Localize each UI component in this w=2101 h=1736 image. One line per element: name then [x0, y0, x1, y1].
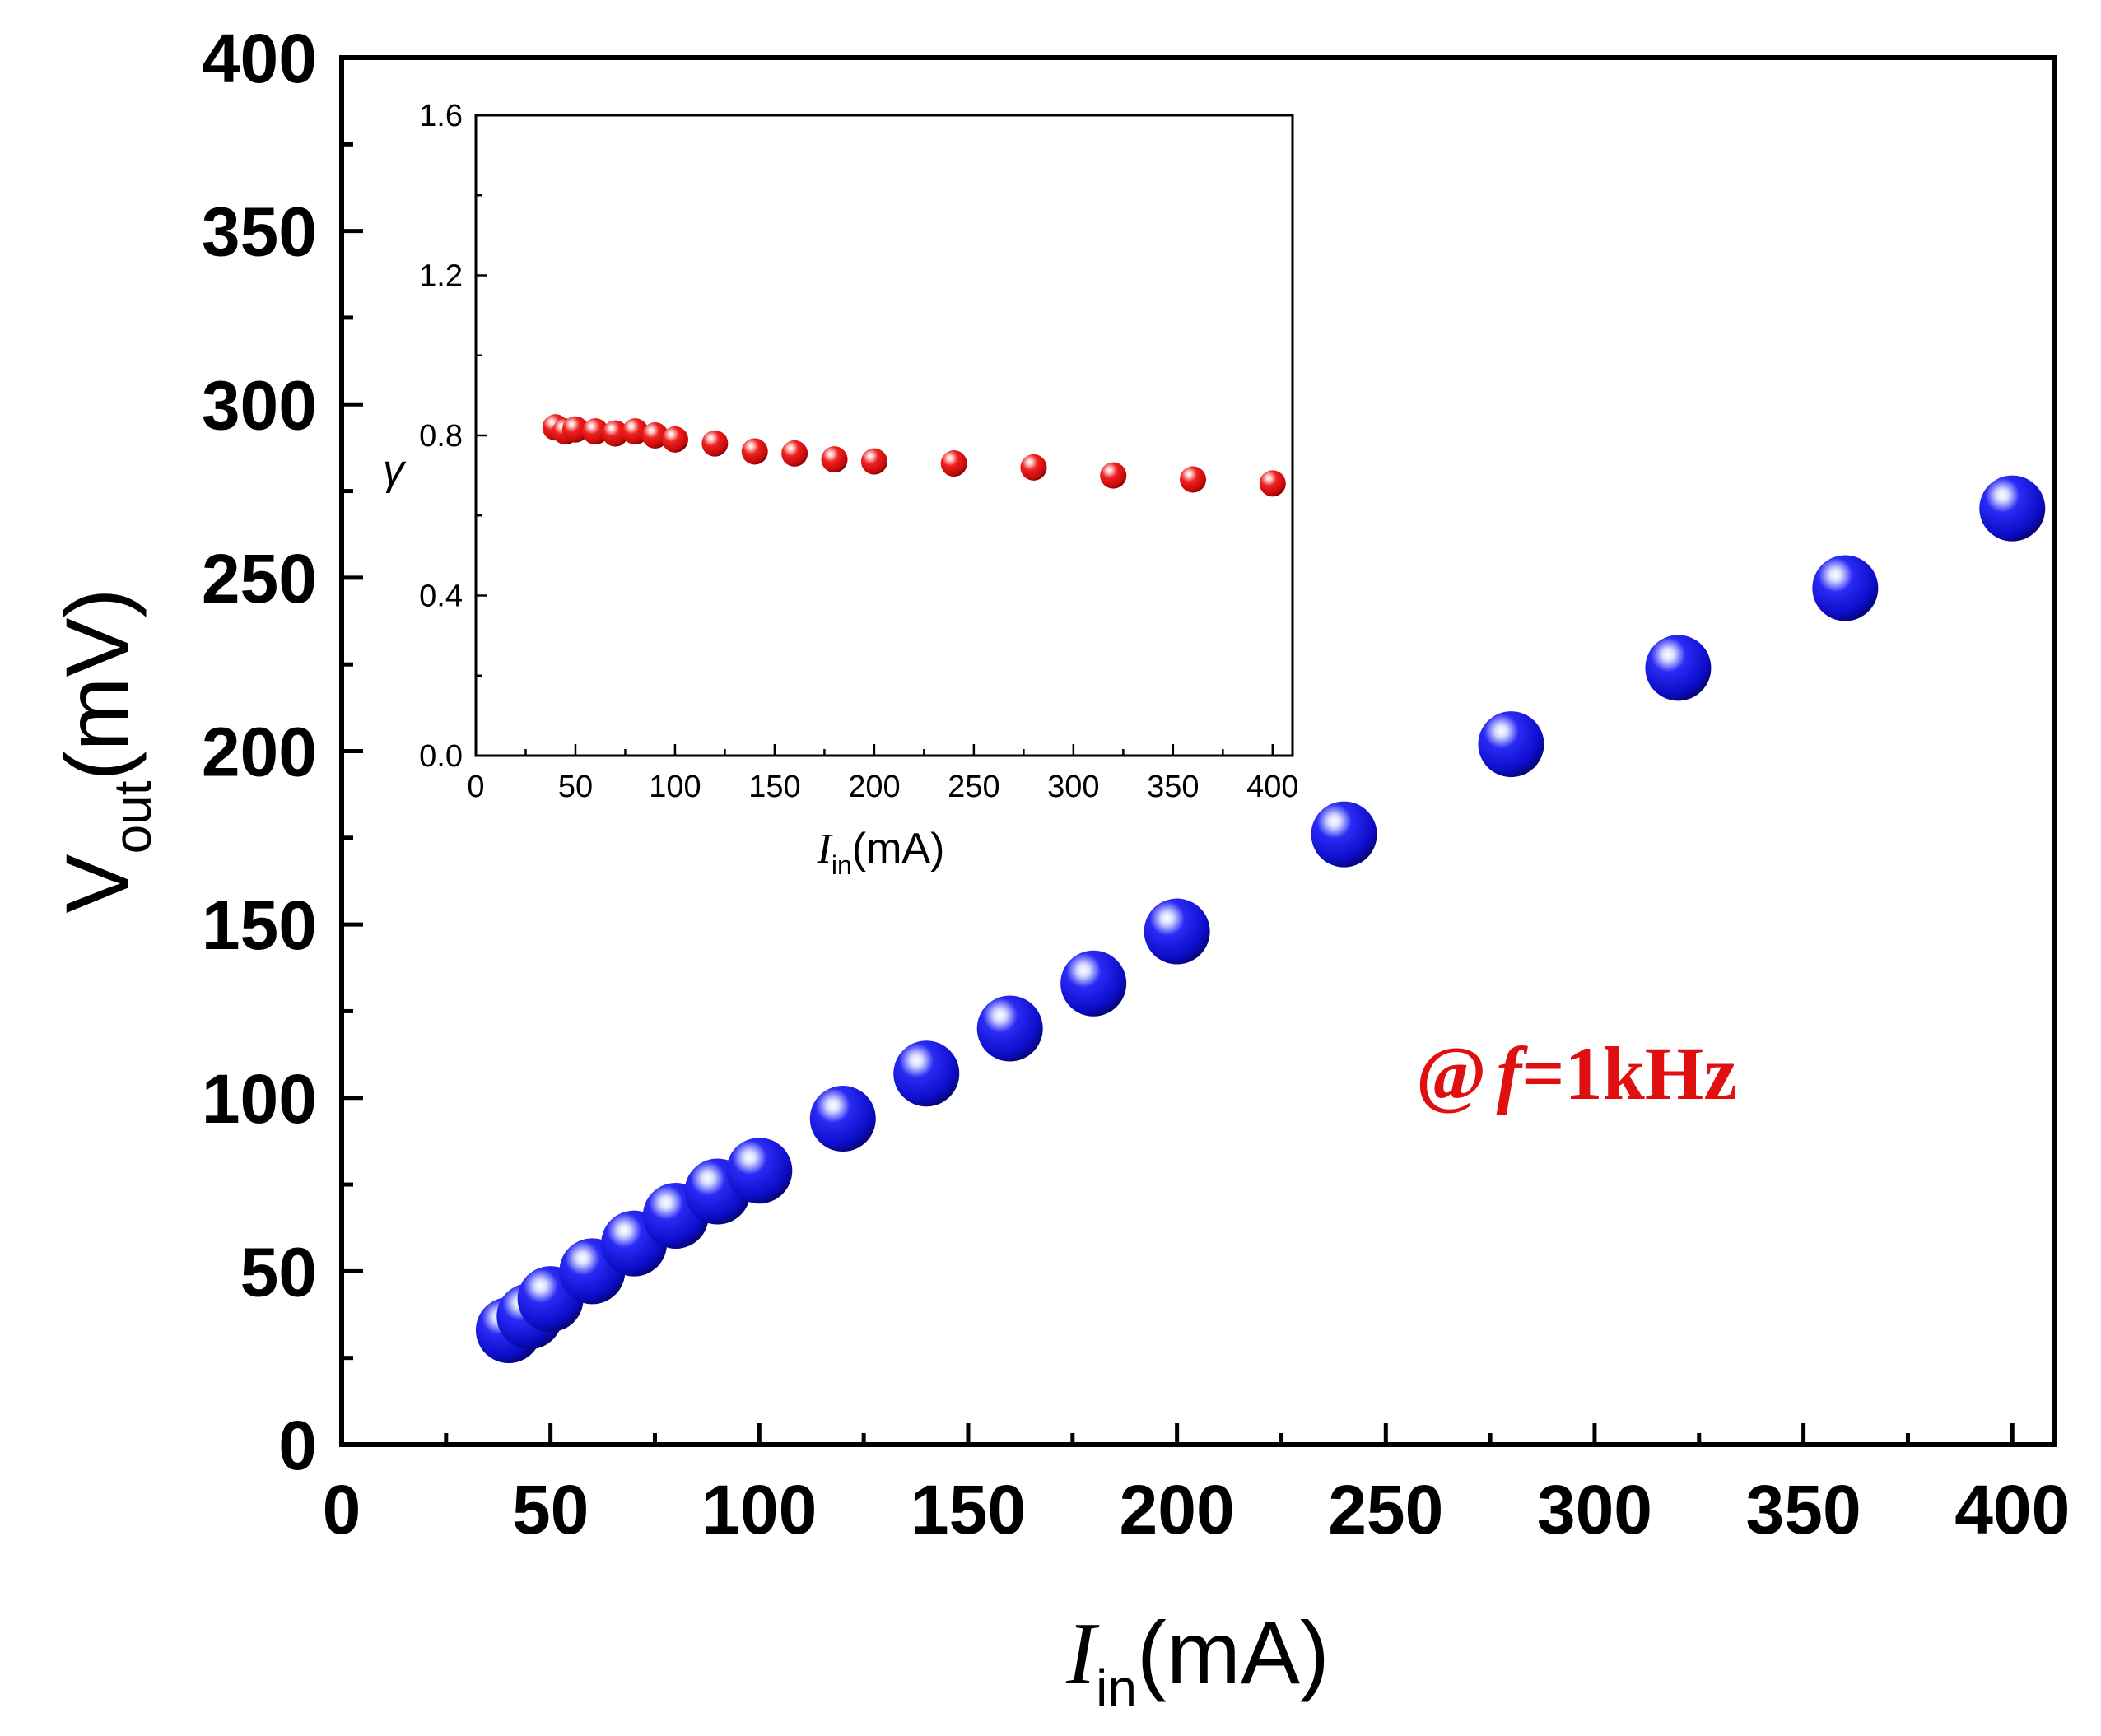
- inset-data-point: [561, 416, 589, 443]
- main-x-axis-label: Iin(mA): [1065, 1603, 1330, 1718]
- inset-x-tick-label: 50: [558, 770, 593, 804]
- main-data-point: [893, 1040, 960, 1107]
- main-data-point: [1645, 635, 1712, 701]
- inset-data-point: [641, 422, 668, 449]
- inset-y-tick-label: 1.2: [419, 259, 463, 294]
- inset-ticks: [474, 114, 1274, 757]
- main-data-point: [1144, 898, 1210, 965]
- main-y-tick-labels: 0 50 100 150 200 250 300 350 400: [202, 20, 317, 1484]
- inset-x-tick-label: 200: [848, 770, 900, 804]
- inset-data-point: [582, 418, 609, 445]
- main-y-tick-label: 400: [202, 20, 317, 97]
- main-series-points: [475, 475, 2046, 1363]
- inset-x-label-var: I: [817, 826, 834, 873]
- inset-x-tick-labels: 0 50 100 150 200 250 300 350 400: [467, 770, 1298, 804]
- annotation-rest: =1kHz: [1521, 1031, 1737, 1115]
- main-data-point: [726, 1138, 793, 1204]
- main-y-tick-label: 50: [240, 1233, 317, 1310]
- frequency-annotation: @ f=1kHz: [1416, 1031, 1737, 1115]
- main-data-point: [1812, 555, 1879, 621]
- main-y-label-unit: (mV): [47, 589, 147, 781]
- main-x-tick-labels: 0 50 100 150 200 250 300 350 400: [323, 1471, 2071, 1548]
- inset-y-axis-label: γ: [383, 446, 407, 494]
- inset-series-points: [542, 414, 1286, 497]
- inset-data-point: [741, 438, 768, 465]
- inset-y-tick-label: 1.6: [419, 99, 463, 133]
- inset-data-point: [821, 446, 848, 473]
- main-data-point: [1478, 711, 1544, 778]
- inset-x-tick-label: 300: [1047, 770, 1099, 804]
- main-y-label-var: V: [47, 854, 147, 913]
- main-data-point: [1311, 801, 1377, 868]
- main-y-tick-label: 250: [202, 540, 317, 617]
- inset-data-point: [1180, 466, 1207, 493]
- inset-x-label-unit: (mA): [852, 825, 945, 873]
- main-x-tick-label: 100: [701, 1471, 817, 1548]
- inset-data-point: [602, 420, 629, 447]
- inset-data-point: [701, 430, 729, 457]
- inset-x-axis-label: Iin(mA): [817, 825, 945, 880]
- main-data-point: [1979, 475, 2046, 542]
- main-x-tick-label: 200: [1120, 1471, 1235, 1548]
- main-x-tick-label: 350: [1746, 1471, 1861, 1548]
- inset-data-point: [1020, 454, 1047, 481]
- inset-data-point: [622, 418, 649, 445]
- inset-data-point: [860, 448, 887, 475]
- inset-x-tick-label: 100: [649, 770, 701, 804]
- inset-x-tick-label: 400: [1246, 770, 1298, 804]
- inset-data-point: [661, 426, 688, 453]
- main-ticks: [339, 55, 2015, 1447]
- inset-y-tick-label: 0.8: [419, 419, 463, 454]
- inset-x-tick-label: 350: [1147, 770, 1199, 804]
- inset-data-point: [1259, 470, 1286, 497]
- main-x-tick-label: 0: [323, 1471, 361, 1548]
- inset-data-point: [940, 450, 967, 477]
- main-x-label-sub: in: [1096, 1659, 1137, 1718]
- main-y-tick-label: 200: [202, 714, 317, 791]
- main-y-tick-label: 0: [278, 1407, 317, 1484]
- main-x-tick-label: 250: [1328, 1471, 1443, 1548]
- inset-x-tick-label: 150: [748, 770, 800, 804]
- main-y-tick-label: 300: [202, 366, 317, 444]
- main-x-tick-label: 50: [512, 1471, 589, 1548]
- inset-y-tick-labels: 0.0 0.4 0.8 1.2 1.6: [419, 99, 463, 774]
- inset-y-tick-label: 0.4: [419, 579, 463, 614]
- main-y-axis-label: Vout(mV): [47, 589, 162, 914]
- main-x-tick-label: 400: [1954, 1471, 2070, 1548]
- main-x-label-unit: (mA): [1137, 1603, 1330, 1702]
- main-x-tick-label: 300: [1537, 1471, 1652, 1548]
- main-plot: 0 50 100 150 200 250 300 350 400 0 50 100 150 200 250…: [47, 20, 2070, 1718]
- annotation-at: @: [1416, 1031, 1487, 1115]
- main-data-point: [1060, 950, 1127, 1017]
- main-data-point: [976, 995, 1043, 1062]
- inset-x-tick-label: 0: [467, 770, 484, 804]
- inset-plot: 0 50 100 150 200 250 300 350 400 0.0 0.4 0.8 1.2 1.6…: [383, 99, 1299, 880]
- main-x-tick-label: 150: [911, 1471, 1026, 1548]
- main-y-tick-label: 150: [202, 887, 317, 964]
- inset-data-point: [781, 440, 808, 467]
- inset-y-tick-label: 0.0: [419, 739, 463, 774]
- main-y-tick-label: 350: [202, 193, 317, 271]
- main-y-tick-label: 100: [202, 1060, 317, 1138]
- main-data-point: [809, 1086, 876, 1152]
- inset-x-label-sub: in: [832, 850, 852, 880]
- inset-data-point: [1100, 462, 1127, 489]
- main-y-label-sub: out: [103, 780, 162, 854]
- inset-x-tick-label: 250: [948, 770, 999, 804]
- main-x-label-var: I: [1065, 1605, 1100, 1703]
